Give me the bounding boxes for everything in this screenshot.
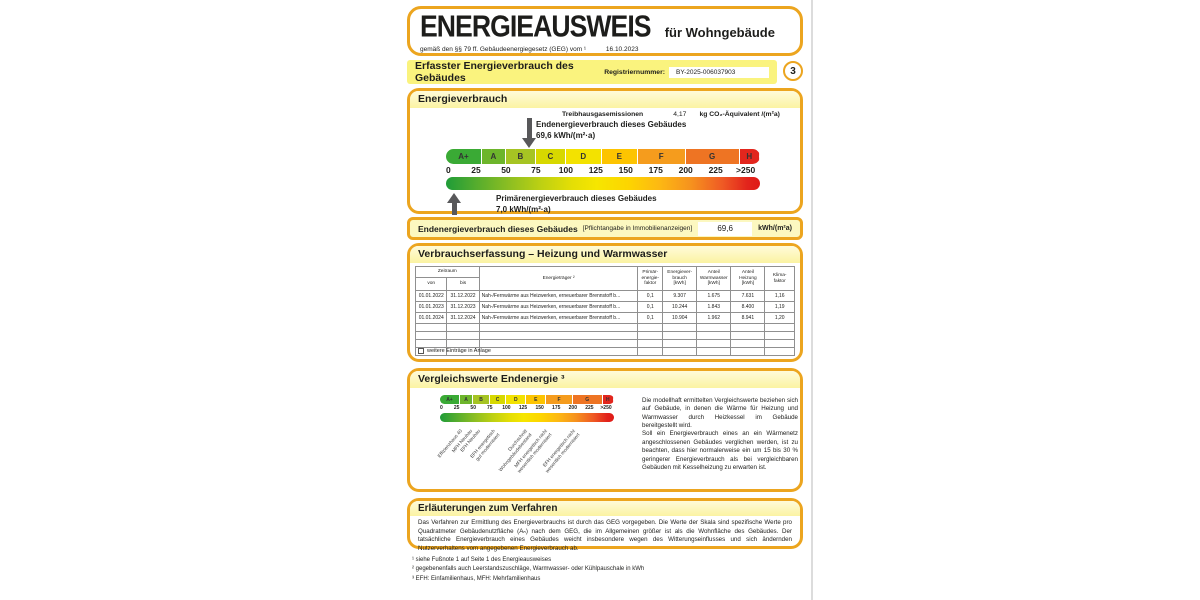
section-title: Energieverbrauch xyxy=(410,91,800,108)
ghg-label: Treibhausgasemissionen xyxy=(562,111,644,118)
ghg-row: Treibhausgasemissionen 4,17 kg CO₂-Äquiv… xyxy=(410,111,800,118)
comparison-labels: Effizienzhaus 40 MFH Neubau EFH Neubau EFH … xyxy=(437,427,614,491)
comparison-scale-ticks: 0 25 50 75 100 125 150 175 200 225 >250 xyxy=(440,405,612,411)
summary-unit: kWh/(m²a) xyxy=(758,225,792,232)
explanation-text: Das Verfahren zur Ermittlung des Energie… xyxy=(418,519,792,553)
table-row-empty xyxy=(414,331,795,340)
comparison-scale: A+ A B C D E F G H 0 25 50 75 100 125 150 175 200 225 >250 xyxy=(440,395,614,422)
law-date: 16.10.2023 xyxy=(605,46,639,53)
final-energy-callout: Endenergieverbrauch dieses Gebäudes 69,6… xyxy=(536,120,686,142)
comparison-class-bar: A+ A B C D E F G H xyxy=(440,395,614,404)
comparison-gradient-bar xyxy=(440,413,614,422)
registration-number: BY-2025-006037903 xyxy=(669,66,769,78)
banner-title: Erfasster Energieverbrauch des Gebäudes xyxy=(415,60,574,84)
energy-consumption-section: Energieverbrauch Treibhausgasemissionen … xyxy=(407,88,803,216)
col-header-klima: Klima- faktor xyxy=(764,266,795,291)
checkbox-icon xyxy=(418,348,424,354)
footnote-2: ² gegebenenfalls auch Leerstandszuschläg… xyxy=(412,566,645,573)
page-edge-line xyxy=(811,0,813,600)
energy-gradient-bar xyxy=(446,177,760,190)
summary-note: [Pflichtangabe in Immobilienanzeigen] xyxy=(582,225,693,232)
col-header-von: von xyxy=(414,277,448,291)
consumption-table-section: Verbrauchserfassung – Heizung und Warmwa… xyxy=(407,243,803,362)
col-header-zeitraum: Zeitraum xyxy=(415,266,480,278)
summary-value: 69,6 xyxy=(698,221,753,236)
col-header-primaerfaktor: Primär- energie- faktor xyxy=(637,266,664,291)
final-energy-summary-row: Endenergieverbrauch dieses Gebäudes [Pfl… xyxy=(407,217,803,240)
certificate-header: ENERGIEAUSWEIS für Wohngebäude gemäß den … xyxy=(407,6,803,56)
col-header-energietraeger: Energieträger ² xyxy=(478,266,639,291)
section-banner: Erfasster Energieverbrauch des Gebäudes … xyxy=(407,60,777,84)
more-entries-label: weitere Einträge in Anlage xyxy=(427,348,491,354)
footnote-3: ³ EFH: Einfamilienhaus, MFH: Mehrfamilie… xyxy=(412,575,541,582)
col-header-bis: bis xyxy=(446,277,480,291)
primary-energy-value: 7,0 kWh/(m²·a) xyxy=(496,204,551,214)
comparison-title: Vergleichswerte Endenergie ³ xyxy=(410,371,800,388)
primary-energy-arrow-icon xyxy=(447,193,462,215)
table-section-title: Verbrauchserfassung – Heizung und Warmwa… xyxy=(410,246,800,263)
consumption-table-body: 01.01.2022 31.12.2022 Nah-/Fernwärme aus H… xyxy=(414,290,795,356)
page-title: ENERGIEAUSWEIS xyxy=(420,9,652,44)
energy-scale-ticks: 0 25 50 75 100 125 150 175 200 225 >250 xyxy=(446,165,756,175)
comparison-note: Die modellhaft ermittelten Vergleichswer… xyxy=(642,397,798,472)
comparison-paragraph-2: Soll ein Energieverbrauch eines an ein W… xyxy=(642,430,798,471)
col-header-warmwasser: Anteil Warmwasser [kWh] xyxy=(696,266,732,291)
col-header-heizung: Anteil Heizung [kWh] xyxy=(730,266,766,291)
table-row: 01.01.2022 31.12.2022 Nah-/Fernwärme aus H… xyxy=(414,290,795,302)
table-row: 01.01.2024 31.12.2024 Nah-/Fernwärme aus H… xyxy=(414,312,795,324)
footnote-1: ¹ siehe Fußnote 1 auf Seite 1 des Energi… xyxy=(412,557,552,563)
page-title-suffix: für Wohngebäude xyxy=(664,25,775,40)
energy-class-bar: A+ A B C D E F G H xyxy=(446,149,760,164)
table-row-empty xyxy=(414,323,795,332)
registration-label: Registriernummer: xyxy=(604,68,665,76)
table-row-empty xyxy=(414,339,795,348)
final-energy-arrow-icon xyxy=(522,118,537,148)
more-entries-row: weitere Einträge in Anlage xyxy=(418,348,491,354)
summary-label: Endenergieverbrauch dieses Gebäudes xyxy=(418,223,578,234)
final-energy-value: 69,6 kWh/(m²·a) xyxy=(536,130,596,140)
table-row-empty xyxy=(414,347,795,356)
law-reference: gemäß den §§ 79 ff. Gebäudeenergiegesetz… xyxy=(420,46,587,53)
ghg-value: 4,17 xyxy=(673,111,687,118)
explanation-title: Erläuterungen zum Verfahren xyxy=(410,501,800,516)
explanation-section: Erläuterungen zum Verfahren Das Verfahre… xyxy=(407,498,803,552)
primary-energy-label: Primärenergieverbrauch dieses Gebäudes xyxy=(496,194,657,203)
col-header-verbrauch: Energiever- brauch [kWh] xyxy=(662,266,698,291)
comparison-section: Vergleichswerte Endenergie ³ A+ A B C D E F G H … xyxy=(407,368,803,492)
page-number-badge: 3 xyxy=(783,61,803,81)
footnotes: ¹ siehe Fußnote 1 auf Seite 1 des Energi… xyxy=(412,556,644,584)
consumption-table: Zeitraum Energieträger ² Primär- energie… xyxy=(414,266,795,356)
primary-energy-callout: Primärenergieverbrauch dieses Gebäudes 7… xyxy=(496,194,657,216)
energy-scale: A+ A B C D E F G H 0 25 50 75 100 125 150 175 200 225 >250 xyxy=(446,118,760,215)
final-energy-label: Endenergieverbrauch dieses Gebäudes xyxy=(536,120,687,129)
table-row: 01.01.2023 31.12.2023 Nah-/Fernwärme aus H… xyxy=(414,301,795,313)
comparison-paragraph-1: Die modellhaft ermittelten Vergleichswer… xyxy=(642,397,798,430)
law-reference-line: gemäß den §§ 79 ff. Gebäudeenergiegesetz… xyxy=(420,46,790,53)
ghg-unit: kg CO₂-Äquivalent /(m²a) xyxy=(699,111,780,118)
